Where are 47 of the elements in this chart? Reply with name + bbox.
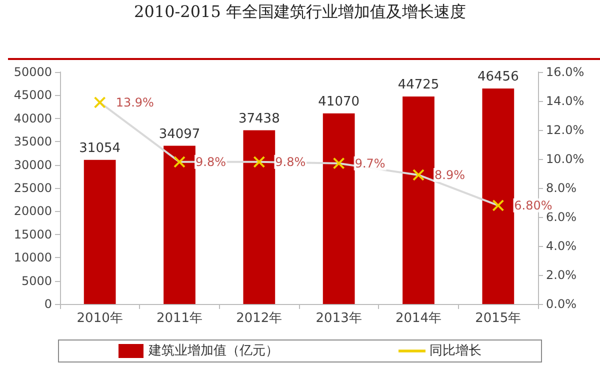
legend-label: 同比增长 bbox=[430, 344, 482, 358]
bar bbox=[164, 146, 196, 304]
data-label: 34097 bbox=[158, 126, 200, 142]
y2-tick-label: 0.0% bbox=[546, 297, 576, 311]
data-label: 31054 bbox=[79, 140, 121, 156]
y-tick-label: 10000 bbox=[14, 250, 52, 265]
y-tick-label: 50000 bbox=[14, 65, 52, 79]
x-tick-label: 2014年 bbox=[395, 311, 442, 326]
y2-tick-label: 2.0% bbox=[546, 268, 576, 282]
y-tick-label: 30000 bbox=[14, 158, 52, 172]
y2-tick-label: 12.0% bbox=[546, 123, 584, 137]
data-label: 6.80% bbox=[514, 198, 552, 212]
x-tick-label: 2011年 bbox=[156, 311, 203, 326]
y2-tick-label: 8.0% bbox=[546, 181, 576, 195]
data-label: 9.8% bbox=[196, 154, 226, 169]
x-tick-label: 2010年 bbox=[76, 311, 123, 326]
data-label: 13.9% bbox=[116, 95, 154, 110]
y2-tick-label: 4.0% bbox=[546, 239, 576, 253]
y2-tick-label: 10.0% bbox=[546, 152, 584, 166]
data-label: 44725 bbox=[398, 77, 440, 92]
bar bbox=[322, 113, 355, 304]
data-label: 9.7% bbox=[354, 156, 386, 170]
data-label: 41070 bbox=[318, 94, 360, 110]
y-tick-label: 5000 bbox=[21, 274, 52, 288]
y-tick-label: 0 bbox=[44, 297, 52, 311]
x-tick-label: 2015年 bbox=[475, 311, 522, 326]
y-tick-label: 45000 bbox=[14, 88, 52, 102]
y-tick-label: 35000 bbox=[14, 134, 52, 149]
chart-title: 2010-2015 年全国建筑行业增加值及增长速度 bbox=[133, 2, 467, 23]
data-label: 37438 bbox=[238, 111, 280, 126]
bar bbox=[482, 88, 514, 304]
y-tick-label: 15000 bbox=[14, 227, 52, 242]
y2-tick-label: 14.0% bbox=[546, 94, 584, 108]
x-tick-label: 2013年 bbox=[316, 311, 362, 326]
y-tick-label: 40000 bbox=[14, 111, 52, 126]
data-label: 46456 bbox=[477, 69, 519, 84]
y-tick-label: 20000 bbox=[14, 204, 52, 218]
data-label: 8.9% bbox=[434, 168, 465, 182]
bar bbox=[243, 130, 276, 304]
legend-label: 建筑业增加值（亿元） bbox=[148, 344, 278, 358]
y2-tick-label: 16.0% bbox=[546, 65, 584, 79]
y2-tick-label: 6.0% bbox=[546, 210, 576, 224]
x-tick-label: 2012年 bbox=[236, 311, 282, 326]
bar bbox=[402, 96, 434, 304]
y-tick-label: 25000 bbox=[14, 181, 52, 195]
data-label: 9.8% bbox=[275, 154, 306, 169]
bar bbox=[84, 160, 116, 304]
